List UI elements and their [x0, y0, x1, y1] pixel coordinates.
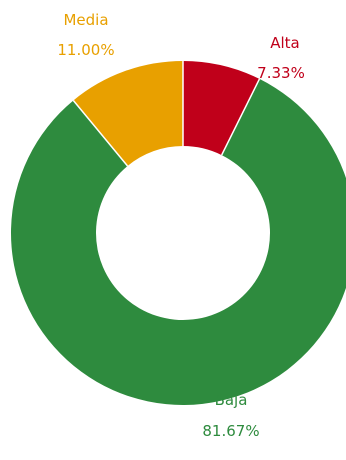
slice-value-label-media: 11.00%: [57, 41, 114, 59]
slice-media: [73, 61, 183, 166]
slice-name-label-alta: Alta: [270, 34, 300, 52]
slice-alta: [183, 61, 260, 156]
slice-separator: [220, 78, 261, 156]
slice-baja: [11, 78, 346, 405]
slice-separator: [72, 99, 129, 167]
slice-value-label-alta: 7.33%: [257, 64, 305, 82]
donut-slices: [11, 61, 346, 405]
slice-value-label-baja: 81.67%: [202, 422, 259, 440]
slice-name-label-media: Media: [63, 11, 108, 29]
slice-name-label-baja: Baja: [215, 391, 248, 409]
donut-labels: Alta 7.33% Baja 81.67% Media 11.00%: [57, 11, 304, 440]
